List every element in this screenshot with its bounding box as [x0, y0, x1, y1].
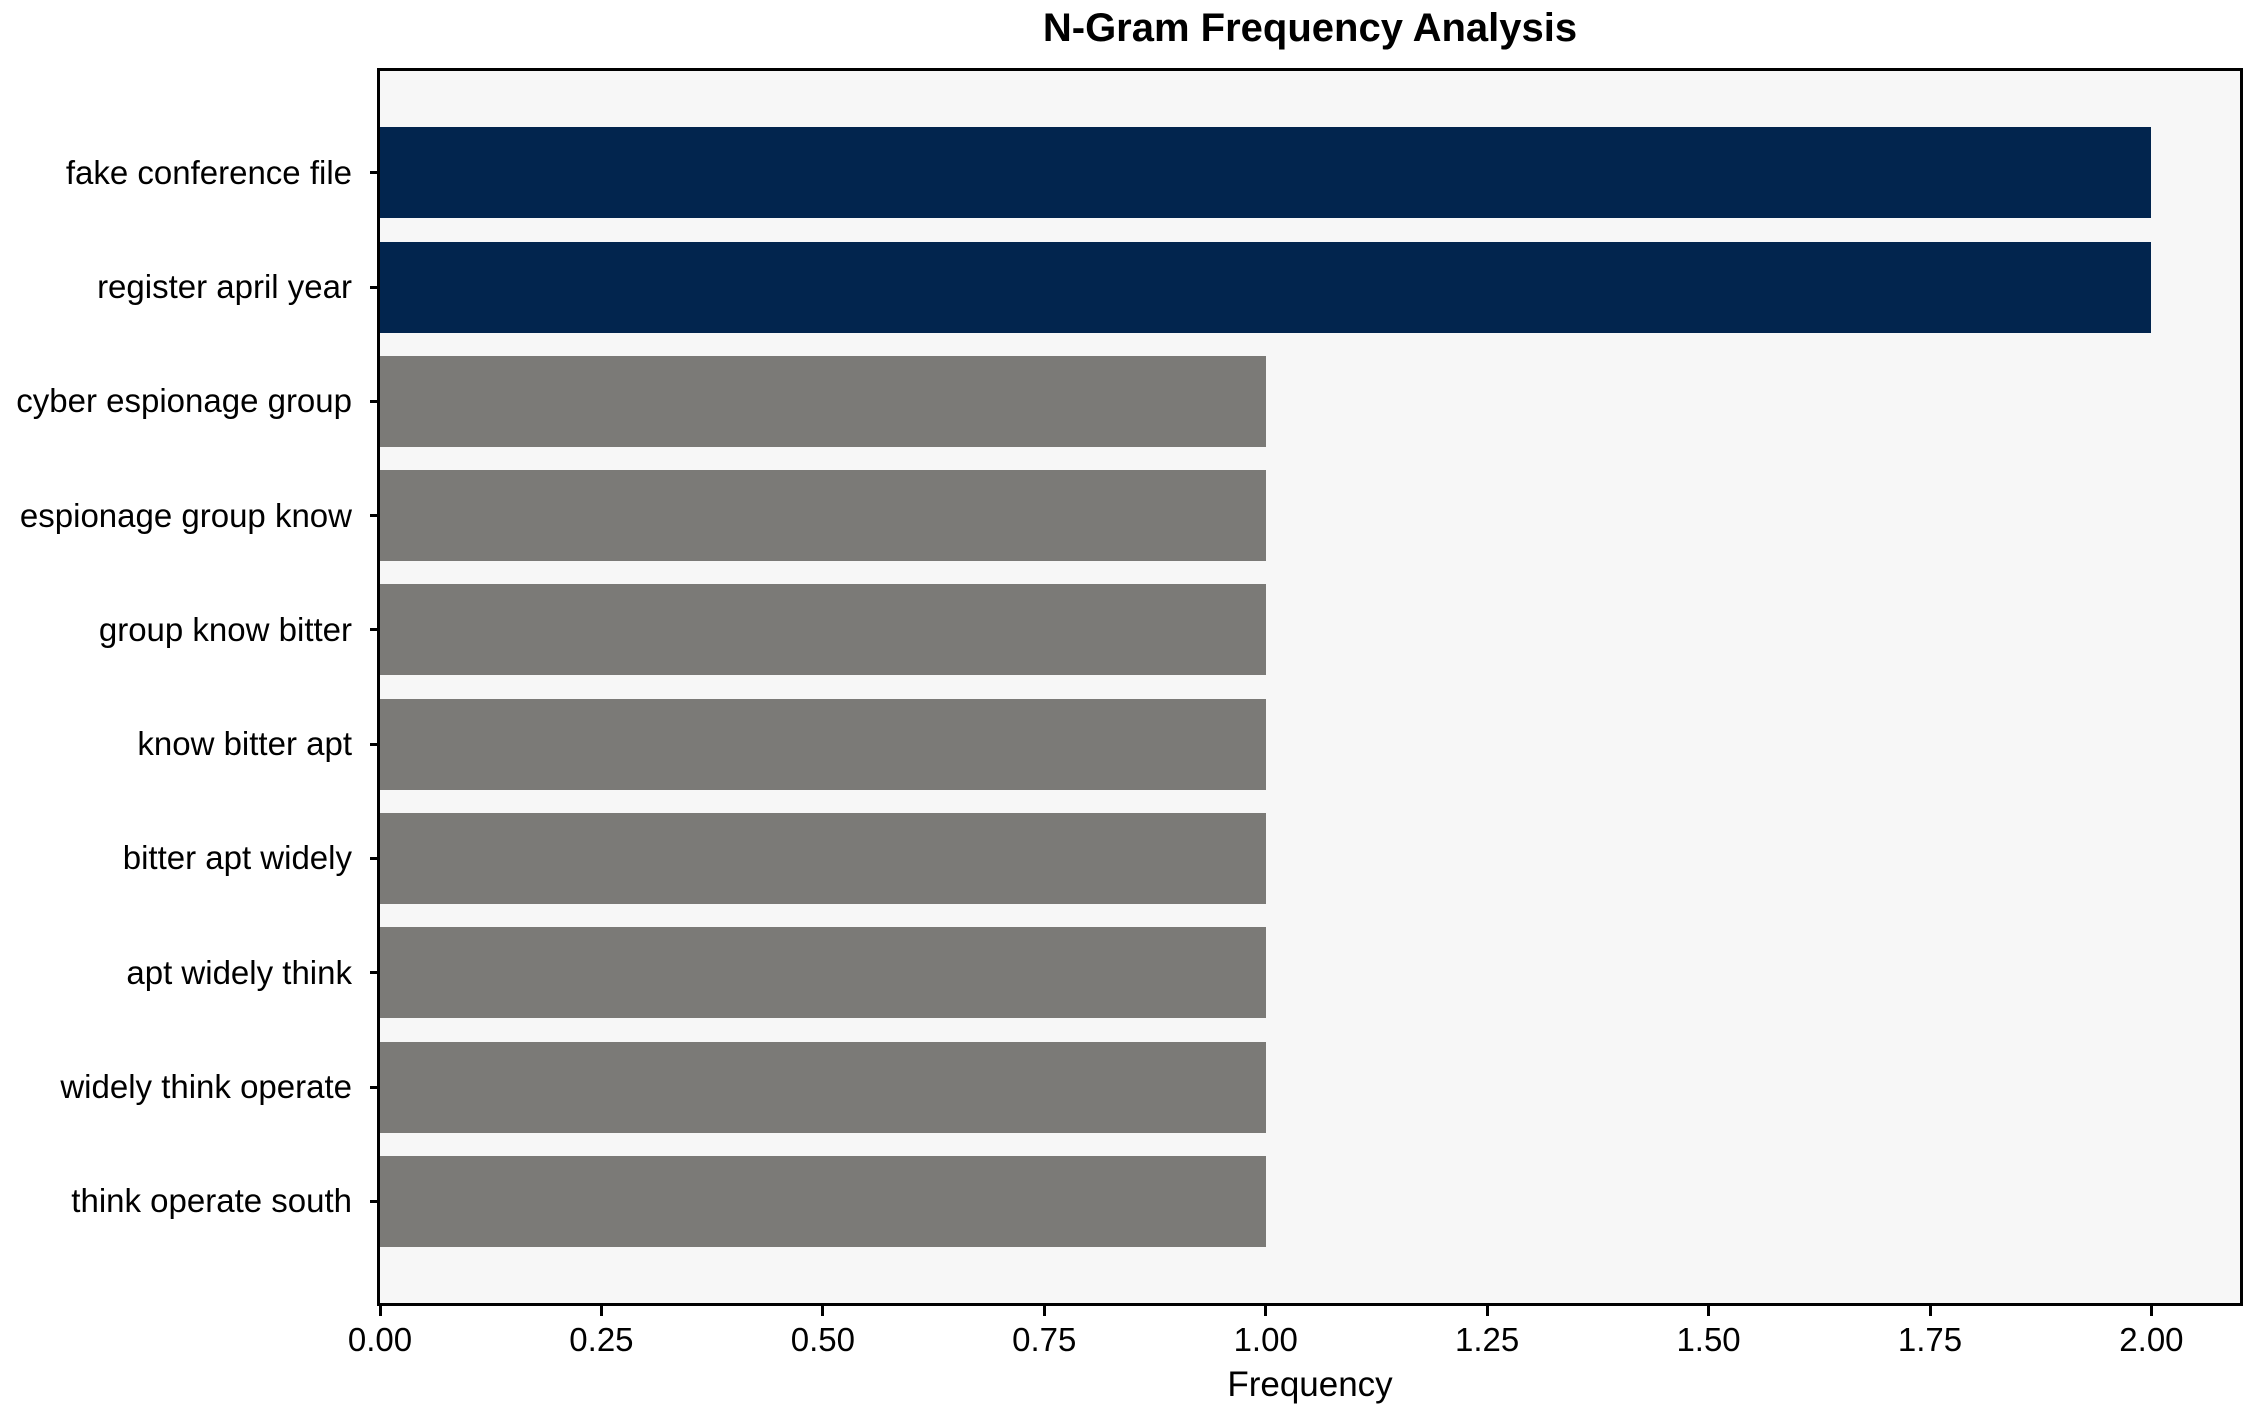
y-tick-label: apt widely think [126, 953, 352, 991]
y-tick-mark [370, 171, 380, 175]
x-tick-label: 0.25 [569, 1321, 634, 1358]
y-tick-label: know bitter apt [137, 725, 352, 763]
y-tick-mark [370, 514, 380, 518]
y-tick-mark [370, 1199, 380, 1203]
x-tick-label: 1.75 [1897, 1321, 1963, 1358]
x-tick-mark [1042, 1306, 1046, 1316]
bar-apt-widely-think [380, 927, 1266, 1019]
chart-title: N-Gram Frequency Analysis [1042, 6, 1578, 50]
bar-widely-think-operate [380, 1041, 1266, 1133]
bar-think-operate-south [380, 1155, 1266, 1247]
x-tick-mark [821, 1306, 825, 1316]
x-tick-label: 0.75 [1012, 1321, 1077, 1358]
x-tick-mark [378, 1306, 382, 1316]
x-tick-mark [2149, 1306, 2153, 1316]
bar-espionage-group-know [380, 470, 1266, 562]
y-tick-label: group know bitter [98, 610, 352, 648]
x-tick-label: 1.25 [1455, 1321, 1520, 1358]
x-tick-mark [1264, 1306, 1268, 1316]
x-tick-mark [1485, 1306, 1489, 1316]
x-axis-title: Frequency [1227, 1365, 1393, 1404]
x-tick-label: 1.50 [1676, 1321, 1741, 1358]
y-tick-label: cyber espionage group [16, 382, 352, 420]
y-tick-mark [370, 1085, 380, 1089]
y-tick-label: think operate south [71, 1182, 352, 1220]
y-tick-mark [370, 628, 380, 632]
y-tick-label: widely think operate [60, 1068, 352, 1105]
bar-fake-conference-file [380, 127, 2152, 219]
y-tick-mark [370, 399, 380, 403]
plot-area [377, 68, 2243, 1306]
bar-bitter-apt-widely [380, 812, 1266, 904]
x-tick-label: 0.50 [790, 1321, 855, 1358]
y-tick-label: register april year [97, 268, 352, 305]
x-tick-label: 1.00 [1233, 1321, 1298, 1358]
y-tick-mark [370, 971, 380, 975]
bar-group-know-bitter [380, 584, 1266, 676]
bar-cyber-espionage-group [380, 355, 1266, 447]
bar-know-bitter-apt [380, 698, 1266, 790]
y-tick-mark [370, 856, 380, 860]
y-tick-label: bitter apt widely [122, 839, 352, 877]
y-tick-mark [370, 285, 380, 289]
bar-register-april-year [380, 241, 2152, 333]
y-tick-mark [370, 742, 380, 746]
y-tick-label: fake conference file [65, 153, 352, 191]
y-tick-label: espionage group know [19, 496, 352, 534]
x-tick-label: 2.00 [2119, 1321, 2184, 1358]
x-tick-mark [1707, 1306, 1711, 1316]
x-tick-label: 0.00 [347, 1321, 413, 1358]
x-tick-mark [599, 1306, 603, 1316]
x-tick-mark [1928, 1306, 1932, 1316]
